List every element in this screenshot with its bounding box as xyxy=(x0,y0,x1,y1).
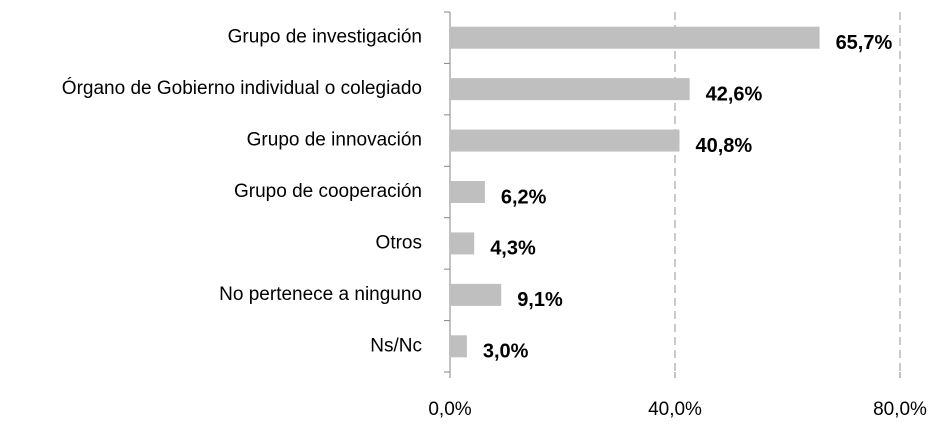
bar xyxy=(450,26,820,49)
bar xyxy=(450,78,690,101)
bar xyxy=(450,335,467,358)
x-tick-label: 80,0% xyxy=(873,399,927,420)
value-label: 9,1% xyxy=(517,289,563,311)
value-label: 65,7% xyxy=(836,32,893,54)
y-tick-label: Otros xyxy=(376,232,422,253)
bar xyxy=(450,181,485,203)
y-tick-label: Grupo de innovación xyxy=(247,130,422,151)
value-label: 3,0% xyxy=(483,341,529,363)
y-tick-label: No pertenece a ninguno xyxy=(219,284,422,305)
y-tick-label: Grupo de investigación xyxy=(228,27,422,48)
bar xyxy=(450,283,502,306)
y-tick-label: Ns/Nc xyxy=(370,335,422,356)
value-label: 42,6% xyxy=(706,83,763,105)
value-label: 40,8% xyxy=(696,135,753,157)
y-tick-label: Grupo de cooperación xyxy=(234,181,422,202)
bar xyxy=(450,129,680,152)
bar xyxy=(450,232,475,255)
x-tick-label: 40,0% xyxy=(648,399,702,420)
y-tick-label: Órgano de Gobierno individual o colegiad… xyxy=(62,77,422,99)
value-label: 6,2% xyxy=(501,186,547,208)
value-label: 4,3% xyxy=(490,238,536,260)
x-tick-label: 0,0% xyxy=(428,399,471,420)
